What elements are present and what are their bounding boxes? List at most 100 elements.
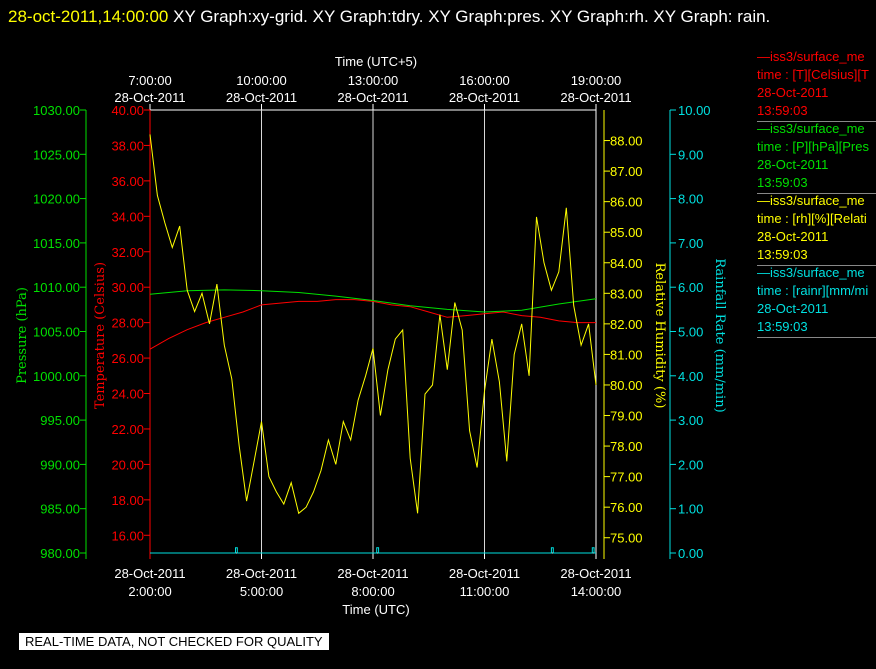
legend-series: —iss3/surface_me (757, 265, 865, 280)
temperature-tick-label: 30.00 (111, 280, 144, 295)
pressure-tick-label: 1025.00 (33, 147, 80, 162)
top-tick-date: 28-Oct-2011 (560, 90, 631, 105)
bottom-tick-time: 2:00:00 (128, 584, 171, 599)
rain-tick-label: 6.00 (678, 280, 703, 295)
temperature-tick-label: 36.00 (111, 174, 144, 189)
rain-tick-label: 3.00 (678, 413, 703, 428)
humidity-tick-label: 79.00 (610, 409, 643, 424)
temperature-tick-label: 18.00 (111, 493, 144, 508)
pressure-tick-label: 985.00 (40, 502, 80, 517)
temperature-tick-label: 34.00 (111, 209, 144, 224)
pressure-axis-title: Pressure (hPa) (15, 287, 30, 384)
legend-time: 13:59:03 (757, 247, 808, 262)
humidity-tick-label: 83.00 (610, 286, 643, 301)
legend-date: 28-Oct-2011 (757, 85, 829, 100)
legend-date: 28-Oct-2011 (757, 157, 829, 172)
rain-axis-title: Rainfall Rate (mm/min) (712, 258, 727, 412)
pressure-tick-label: 990.00 (40, 457, 80, 472)
legend-field: time : [rainr][mm/mi (757, 283, 869, 298)
humidity-series-line (149, 134, 597, 515)
legend-divider (757, 265, 876, 266)
legend-series: —iss3/surface_me (757, 49, 865, 64)
legend-date: 28-Oct-2011 (757, 229, 829, 244)
temperature-tick-label: 38.00 (111, 138, 144, 153)
temperature-tick-label: 32.00 (111, 245, 144, 260)
bottom-tick-date: 28-Oct-2011 (560, 566, 631, 581)
legend-entry: —iss3/surface_me time : [rh][%][Relati 28-… (757, 192, 876, 266)
legend-divider (757, 121, 876, 122)
humidity-tick-label: 86.00 (610, 195, 643, 210)
bottom-tick-date: 28-Oct-2011 (337, 566, 408, 581)
humidity-tick-label: 85.00 (610, 225, 643, 240)
top-tick-date: 28-Oct-2011 (114, 90, 185, 105)
temperature-tick-label: 16.00 (111, 528, 144, 543)
bottom-tick-date: 28-Oct-2011 (226, 566, 297, 581)
temperature-tick-label: 26.00 (111, 351, 144, 366)
top-tick-date: 28-Oct-2011 (337, 90, 408, 105)
legend-divider (757, 193, 876, 194)
pressure-tick-label: 1015.00 (33, 236, 80, 251)
legend-time: 13:59:03 (757, 175, 808, 190)
humidity-tick-label: 81.00 (610, 347, 643, 362)
humidity-tick-label: 75.00 (610, 531, 643, 546)
legend-time: 13:59:03 (757, 103, 808, 118)
rain-tick-label: 8.00 (678, 192, 703, 207)
header-title: 28-oct-2011,14:00:00 XY Graph:xy-grid. X… (8, 2, 868, 32)
humidity-axis-title: Relative Humidity (%) (652, 263, 667, 409)
bottom-tick-date: 28-Oct-2011 (114, 566, 185, 581)
bottom-tick-time: 5:00:00 (240, 584, 283, 599)
humidity-tick-label: 87.00 (610, 164, 643, 179)
temperature-axis-title: Temperature (Celsius) (93, 262, 108, 409)
top-tick-time: 13:00:00 (348, 73, 399, 88)
bottom-tick-time: 11:00:00 (460, 584, 510, 599)
rain-tick-label: 7.00 (678, 236, 703, 251)
legend-series: —iss3/surface_me (757, 193, 865, 208)
top-tick-time: 19:00:00 (571, 73, 622, 88)
header-graph-titles: XY Graph:xy-grid. XY Graph:tdry. XY Grap… (173, 7, 771, 26)
pressure-tick-label: 995.00 (40, 413, 80, 428)
temperature-tick-label: 22.00 (111, 422, 144, 437)
header-timestamp: 28-oct-2011,14:00:00 (8, 7, 169, 26)
bottom-tick-date: 28-Oct-2011 (449, 566, 520, 581)
humidity-tick-label: 82.00 (610, 317, 643, 332)
rain-tick-label: 10.00 (678, 103, 711, 118)
pressure-tick-label: 1020.00 (33, 192, 80, 207)
humidity-tick-label: 77.00 (610, 470, 643, 485)
top-tick-time: 7:00:00 (128, 73, 171, 88)
pressure-tick-label: 1030.00 (33, 103, 80, 118)
bottom-axis-title: Time (UTC) (342, 602, 409, 617)
legend-field: time : [T][Celsius][T (757, 67, 869, 82)
rain-tick-label: 2.00 (678, 457, 703, 472)
pressure-tick-label: 980.00 (40, 546, 80, 561)
rain-tick-label: 1.00 (678, 502, 703, 517)
humidity-tick-label: 78.00 (610, 439, 643, 454)
temperature-series-line (149, 299, 596, 350)
quality-notice: REAL-TIME DATA, NOT CHECKED FOR QUALITY (18, 632, 330, 651)
temperature-tick-label: 28.00 (111, 316, 144, 331)
rain-tick-label: 4.00 (678, 369, 703, 384)
bottom-tick-time: 14:00:00 (571, 584, 622, 599)
pressure-tick-label: 1010.00 (33, 280, 80, 295)
rain-series-line (150, 547, 596, 554)
top-axis-title: Time (UTC+5) (335, 54, 417, 69)
humidity-tick-label: 76.00 (610, 500, 643, 515)
legend-entry: —iss3/surface_me time : [rainr][mm/mi 28-O… (757, 264, 876, 338)
pressure-tick-label: 1005.00 (33, 325, 80, 340)
legend-divider (757, 337, 876, 338)
top-tick-date: 28-Oct-2011 (449, 90, 520, 105)
temperature-tick-label: 40.00 (111, 103, 144, 118)
top-tick-time: 10:00:00 (236, 73, 287, 88)
humidity-tick-label: 84.00 (610, 256, 643, 271)
temperature-tick-label: 20.00 (111, 457, 144, 472)
legend-series: —iss3/surface_me (757, 121, 865, 136)
rain-tick-label: 0.00 (678, 546, 703, 561)
pressure-tick-label: 1000.00 (33, 369, 80, 384)
legend-time: 13:59:03 (757, 319, 808, 334)
humidity-tick-label: 88.00 (610, 134, 643, 149)
rain-tick-label: 9.00 (678, 147, 703, 162)
legend-field: time : [P][hPa][Pres (757, 139, 869, 154)
humidity-tick-label: 80.00 (610, 378, 643, 393)
